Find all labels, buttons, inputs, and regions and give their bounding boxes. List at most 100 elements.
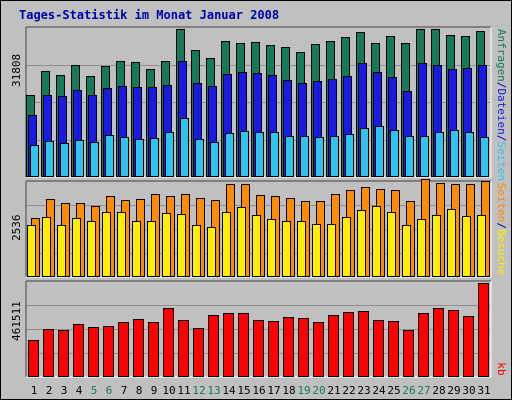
seiten-top-bar-day-14: [225, 133, 234, 177]
seiten-top-bar-day-10: [165, 132, 174, 177]
seiten-top-bar-day-16: [255, 132, 264, 177]
seiten-mid-bar-day-19: [297, 221, 306, 277]
kb-bar-day-15: [238, 313, 249, 377]
seiten-mid-bar-day-25: [387, 212, 396, 277]
kb-bar-day-8: [133, 319, 144, 377]
seiten-mid-bar-day-22: [342, 217, 351, 277]
seiten-top-bar-day-30: [465, 132, 474, 177]
day-label-17: 17: [267, 384, 280, 397]
seiten-mid-bar-day-17: [267, 219, 276, 277]
seiten-top-bar-day-3: [60, 143, 69, 177]
seiten-mid-bar-day-29: [447, 209, 456, 277]
day-label-18: 18: [282, 384, 295, 397]
seiten-top-bar-day-29: [450, 130, 459, 177]
middle-legend-part-0: Seiten: [495, 183, 508, 223]
seiten-top-bar-day-8: [135, 139, 144, 177]
day-label-15: 15: [237, 384, 250, 397]
seiten-top-bar-day-5: [90, 142, 99, 177]
day-label-8: 8: [136, 384, 143, 397]
seiten-mid-bar-day-23: [357, 210, 366, 277]
kb-bar-day-28: [433, 308, 444, 377]
day-label-9: 9: [151, 384, 158, 397]
kb-bar-day-21: [328, 315, 339, 377]
seiten-top-bar-day-17: [270, 132, 279, 177]
seiten-mid-bar-day-2: [42, 217, 51, 277]
day-label-6: 6: [106, 384, 113, 397]
top-legend: Anfragen/Dateien/Seiten: [495, 29, 508, 181]
top-legend-part-3: /: [495, 135, 508, 142]
kb-bar-day-13: [208, 315, 219, 377]
kb-bar-day-1: [28, 340, 39, 377]
seiten-top-bar-day-11: [180, 118, 189, 177]
kb-bar-day-26: [403, 330, 414, 377]
kb-bar-day-10: [163, 308, 174, 377]
day-label-4: 4: [76, 384, 83, 397]
top-legend-part-4: Seiten: [495, 141, 508, 181]
kb-bar-day-19: [298, 318, 309, 377]
seiten-top-bar-day-12: [195, 139, 204, 177]
kb-bar-day-17: [268, 321, 279, 377]
chart-title: Tages-Statistik im Monat Januar 2008: [19, 8, 280, 22]
day-label-29: 29: [447, 384, 460, 397]
day-label-12: 12: [192, 384, 205, 397]
seiten-mid-bar-day-15: [237, 207, 246, 277]
kb-bar-day-11: [178, 320, 189, 377]
bottom-legend: kb: [495, 362, 508, 375]
seiten-mid-bar-day-3: [57, 225, 66, 277]
seiten-mid-bar-day-1: [27, 225, 36, 277]
seiten-mid-bar-day-21: [327, 224, 336, 277]
seiten-mid-bar-day-10: [162, 213, 171, 277]
day-label-24: 24: [372, 384, 386, 397]
kb-bar-day-4: [73, 324, 84, 377]
kb-bar-day-24: [373, 320, 384, 377]
bottom-max-label: 461511: [10, 301, 23, 341]
seiten-mid-bar-day-24: [372, 206, 381, 277]
seiten-mid-bar-day-12: [192, 225, 201, 277]
day-label-13: 13: [207, 384, 220, 397]
top-legend-part-1: /: [495, 82, 508, 89]
kb-bar-day-7: [118, 322, 129, 377]
kb-bar-day-3: [58, 330, 69, 377]
middle-legend-part-2: Besuche: [495, 229, 508, 275]
day-label-3: 3: [61, 384, 68, 397]
day-label-10: 10: [162, 384, 175, 397]
seiten-top-bar-day-15: [240, 131, 249, 177]
seiten-mid-bar-day-7: [117, 212, 126, 277]
day-label-21: 21: [327, 384, 340, 397]
seiten-top-bar-day-9: [150, 138, 159, 177]
seiten-top-bar-day-18: [285, 136, 294, 177]
kb-bar-day-5: [88, 327, 99, 377]
seiten-top-bar-day-19: [300, 136, 309, 177]
kb-bar-day-2: [43, 329, 54, 377]
seiten-mid-bar-day-26: [402, 225, 411, 277]
kb-bar-day-27: [418, 313, 429, 377]
seiten-mid-bar-day-6: [102, 212, 111, 277]
seiten-mid-bar-day-28: [432, 215, 441, 277]
seiten-mid-bar-day-5: [87, 221, 96, 277]
kb-bar-day-18: [283, 317, 294, 377]
day-label-28: 28: [432, 384, 445, 397]
seiten-mid-bar-day-4: [72, 218, 81, 277]
kb-bar-day-9: [148, 322, 159, 377]
kb-bar-day-14: [223, 313, 234, 377]
kb-bar-day-16: [253, 320, 264, 377]
day-label-30: 30: [462, 384, 475, 397]
day-label-16: 16: [252, 384, 265, 397]
kb-bar-day-22: [343, 312, 354, 377]
seiten-mid-bar-day-31: [477, 215, 486, 277]
seiten-top-bar-day-21: [330, 136, 339, 177]
seiten-mid-bar-day-30: [462, 216, 471, 277]
top-legend-part-0: Anfragen: [495, 29, 508, 82]
seiten-mid-bar-day-14: [222, 212, 231, 277]
seiten-top-bar-day-24: [375, 126, 384, 177]
kb-bar-day-20: [313, 322, 324, 377]
day-label-2: 2: [46, 384, 53, 397]
seiten-mid-bar-day-18: [282, 221, 291, 277]
kb-bar-day-29: [448, 310, 459, 377]
day-label-7: 7: [121, 384, 128, 397]
day-label-20: 20: [312, 384, 325, 397]
top-legend-part-2: Dateien: [495, 88, 508, 134]
seiten-top-bar-day-7: [120, 137, 129, 177]
